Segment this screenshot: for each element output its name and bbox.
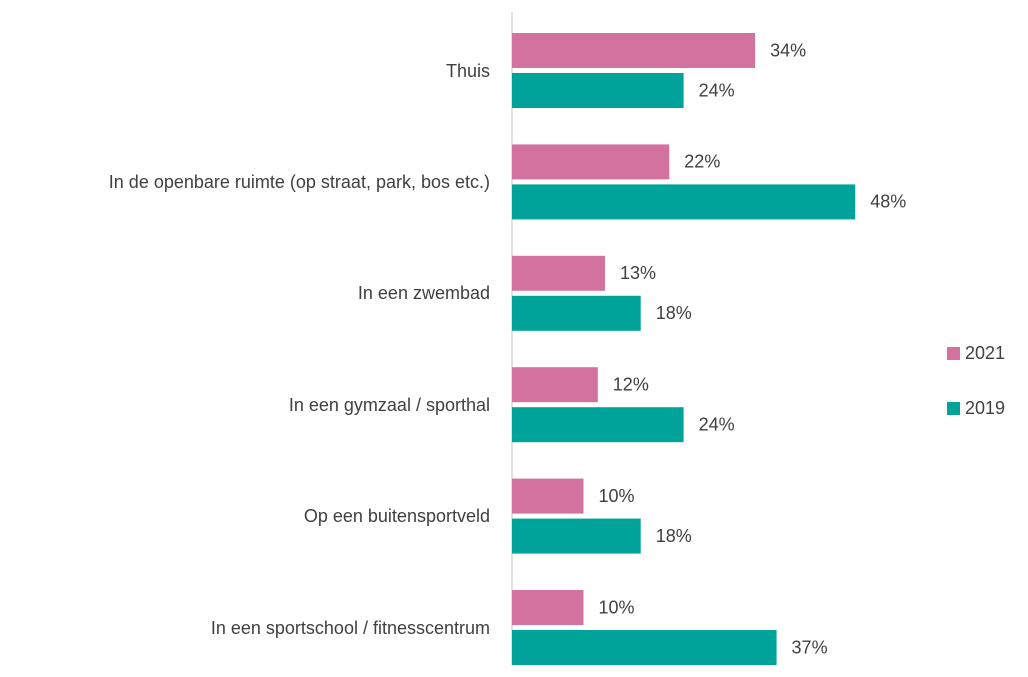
- legend-swatch: [947, 347, 960, 360]
- bar: [512, 255, 605, 291]
- bar: [512, 630, 777, 665]
- value-label: 24%: [699, 414, 735, 434]
- bar: [512, 478, 584, 514]
- category-text: Op een buitensportveld: [303, 506, 490, 527]
- category-label: Thuis: [0, 55, 490, 87]
- bar: [512, 144, 670, 180]
- value-label: 37%: [792, 637, 828, 657]
- category-text: In de openbare ruimte (op straat, park, …: [108, 171, 490, 192]
- category-label: Op een buitensportveld: [0, 500, 490, 532]
- category-text: Thuis: [445, 60, 490, 81]
- category-text: In een zwembad: [357, 283, 490, 304]
- bar: [512, 184, 856, 220]
- bar: [512, 33, 756, 68]
- value-label: 22%: [684, 152, 720, 172]
- value-label: 34%: [770, 40, 806, 60]
- bar: [512, 295, 641, 331]
- category-text: In een gymzaal / sporthal: [288, 394, 490, 415]
- legend-label: 2019: [965, 398, 1005, 418]
- value-label: 48%: [870, 192, 906, 212]
- category-label: In een sportschool / fitnesscentrum: [0, 612, 490, 644]
- value-label: 10%: [599, 597, 635, 617]
- legend-label: 2021: [965, 343, 1005, 363]
- legend-swatch: [947, 402, 960, 415]
- bar: [512, 518, 641, 554]
- value-label: 18%: [656, 526, 692, 546]
- category-label: In een gymzaal / sporthal: [0, 389, 490, 421]
- category-text: In een sportschool / fitnesscentrum: [210, 617, 490, 638]
- bar: [512, 367, 598, 403]
- category-label: In de openbare ruimte (op straat, park, …: [0, 166, 490, 198]
- category-label: In een zwembad: [0, 277, 490, 309]
- value-label: 18%: [656, 303, 692, 323]
- bar: [512, 73, 684, 108]
- bar: [512, 407, 684, 443]
- value-label: 10%: [599, 486, 635, 506]
- bar: [512, 590, 584, 625]
- value-label: 13%: [620, 263, 656, 283]
- value-label: 24%: [699, 80, 735, 100]
- value-label: 12%: [613, 374, 649, 394]
